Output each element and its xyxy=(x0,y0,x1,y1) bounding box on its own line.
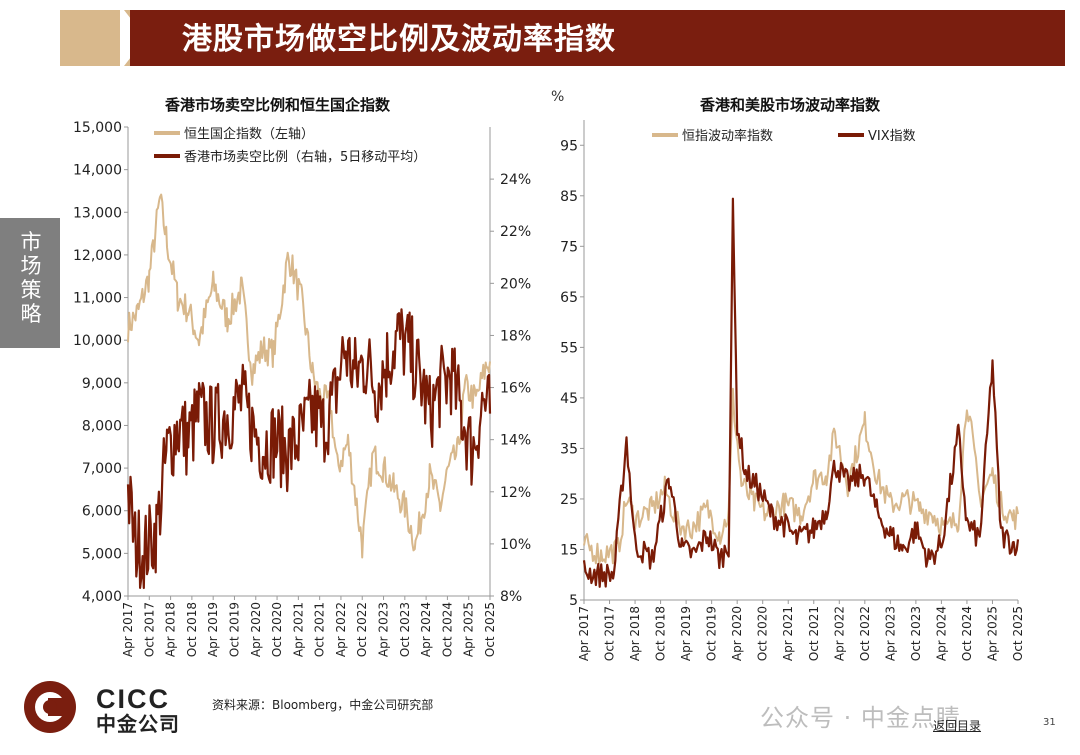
chart2-legend-label: VIX指数 xyxy=(868,129,916,144)
chart1-x-tick-label: Apr 2017 xyxy=(121,602,135,657)
chart2-legend-label: 恒指波动率指数 xyxy=(682,128,773,144)
chart2-x-tick-label: Apr 2018 xyxy=(628,606,642,661)
chart1-x-tick-label: Apr 2020 xyxy=(249,602,263,657)
chart2-y-tick-label: 85 xyxy=(560,189,578,205)
source-note: 资料来源：Bloomberg，中金公司研究部 xyxy=(212,698,434,712)
chart1-y-tick-label: 13,000 xyxy=(73,205,122,221)
chart2-x-tick-label: Oct 2021 xyxy=(807,606,821,661)
chart2-x-tick-label: Oct 2018 xyxy=(654,606,668,661)
chart2-y-tick-label: 15 xyxy=(560,542,578,558)
chart1-x-tick-label: Apr 2023 xyxy=(377,602,391,657)
chart2-y-tick-label: 95 xyxy=(560,138,578,154)
chart2-y-tick-label: 5 xyxy=(569,593,578,609)
chart2-unit: % xyxy=(551,89,565,105)
chart1-x-tick-label: Oct 2025 xyxy=(483,602,497,657)
logo-cn: 中金公司 xyxy=(96,712,180,736)
chart2-x-tick-label: Apr 2020 xyxy=(730,606,744,661)
chart1-legend-label: 恒生国企指数（左轴） xyxy=(184,126,314,142)
chart1-y-tick-label: 7,000 xyxy=(82,461,122,477)
chart2-x-tick-label: Apr 2019 xyxy=(679,606,693,661)
cicc-logo-icon xyxy=(24,681,76,733)
chart1-x-tick-label: Oct 2019 xyxy=(227,602,241,657)
side-tab-label: 市场策略 xyxy=(20,230,42,326)
chart1-x-tick-label: Oct 2020 xyxy=(270,602,284,657)
chart1-x-tick-label: Oct 2018 xyxy=(185,602,199,657)
chart1-y-tick-label: 10,000 xyxy=(73,333,122,349)
chart1-x-tick-label: Oct 2024 xyxy=(440,602,454,657)
chart2-x-tick-label: Oct 2020 xyxy=(756,606,770,661)
chart2-x-tick-label: Apr 2025 xyxy=(985,606,999,661)
chart2-x-tick-label: Oct 2023 xyxy=(909,606,923,661)
chart1-y2-tick-label: 12% xyxy=(500,485,531,501)
chart2-y-tick-label: 45 xyxy=(560,391,578,407)
chart1-y-tick-label: 8,000 xyxy=(82,418,122,434)
chart2-title: 香港和美股市场波动率指数 xyxy=(700,96,881,114)
chart1-y-tick-label: 15,000 xyxy=(73,120,122,136)
page-number: 31 xyxy=(1043,717,1056,728)
chart1-y2-tick-label: 22% xyxy=(500,224,531,240)
chart2-x-tick-label: Apr 2022 xyxy=(832,606,846,661)
chart2-x-tick-label: Oct 2024 xyxy=(960,606,974,661)
chart1-y-tick-label: 4,000 xyxy=(82,589,122,605)
chart2-x-tick-label: Oct 2022 xyxy=(858,606,872,661)
chart1-x-tick-label: Oct 2023 xyxy=(398,602,412,657)
chart2-y-tick-label: 35 xyxy=(560,441,578,457)
chart1-x-tick-label: Apr 2024 xyxy=(419,602,433,657)
page-title: 港股市场做空比例及波动率指数 xyxy=(182,22,616,57)
logo-text: CICC xyxy=(96,684,170,714)
chart1-y-tick-label: 9,000 xyxy=(82,376,122,392)
chart1-x-tick-label: Oct 2017 xyxy=(142,602,156,657)
chart1-y-tick-label: 14,000 xyxy=(73,163,122,179)
chart2-y-tick-label: 75 xyxy=(560,239,578,255)
chart2-x-tick-label: Apr 2024 xyxy=(934,606,948,661)
title-bar xyxy=(130,10,1065,66)
side-tab[interactable] xyxy=(0,218,60,348)
chart1-y2-tick-label: 10% xyxy=(500,537,531,553)
chart1-series-0-line xyxy=(127,193,491,559)
chart1-y2-tick-label: 18% xyxy=(500,328,531,344)
chart2-x-tick-label: Oct 2025 xyxy=(1011,606,1025,661)
chart2-x-tick-label: Apr 2017 xyxy=(577,606,591,661)
chart1-y-tick-label: 5,000 xyxy=(82,546,122,562)
chart1-title: 香港市场卖空比例和恒生国企指数 xyxy=(165,96,391,114)
chart2-x-tick-label: Oct 2017 xyxy=(603,606,617,661)
chart1-series-1-line xyxy=(126,308,492,590)
chart1-legend-label: 香港市场卖空比例（右轴，5日移动平均） xyxy=(184,149,426,165)
back-to-contents-link[interactable]: 返回目录 xyxy=(933,719,982,733)
chart1-x-tick-label: Apr 2018 xyxy=(164,602,178,657)
chart1-y2-tick-label: 8% xyxy=(500,589,522,605)
chart1-x-tick-label: Apr 2025 xyxy=(462,602,476,657)
chart1-x-tick-label: Oct 2022 xyxy=(355,602,369,657)
chart1-x-tick-label: Oct 2021 xyxy=(313,602,327,657)
chart1-y2-tick-label: 24% xyxy=(500,172,531,188)
chart1-x-tick-label: Apr 2019 xyxy=(206,602,220,657)
chart2-y-tick-label: 55 xyxy=(560,340,578,356)
chart2-series-1-line xyxy=(582,197,1020,588)
chart1-y-tick-label: 12,000 xyxy=(73,248,122,264)
chart1-y2-tick-label: 20% xyxy=(500,276,531,292)
chart1-x-tick-label: Apr 2021 xyxy=(291,602,305,657)
chart1-x-tick-label: Apr 2022 xyxy=(334,602,348,657)
chart2-x-tick-label: Oct 2019 xyxy=(705,606,719,661)
watermark: 公众号 · 中金点睛 xyxy=(760,704,961,732)
chart1-y2-tick-label: 16% xyxy=(500,381,531,397)
chart2-x-tick-label: Apr 2021 xyxy=(781,606,795,661)
chart1-y-tick-label: 11,000 xyxy=(73,291,122,307)
chart2-x-tick-label: Apr 2023 xyxy=(883,606,897,661)
chart2-y-tick-label: 25 xyxy=(560,492,578,508)
chart2-y-tick-label: 65 xyxy=(560,290,578,306)
chart1-y-tick-label: 6,000 xyxy=(82,504,122,520)
chart1-y2-tick-label: 14% xyxy=(500,433,531,449)
